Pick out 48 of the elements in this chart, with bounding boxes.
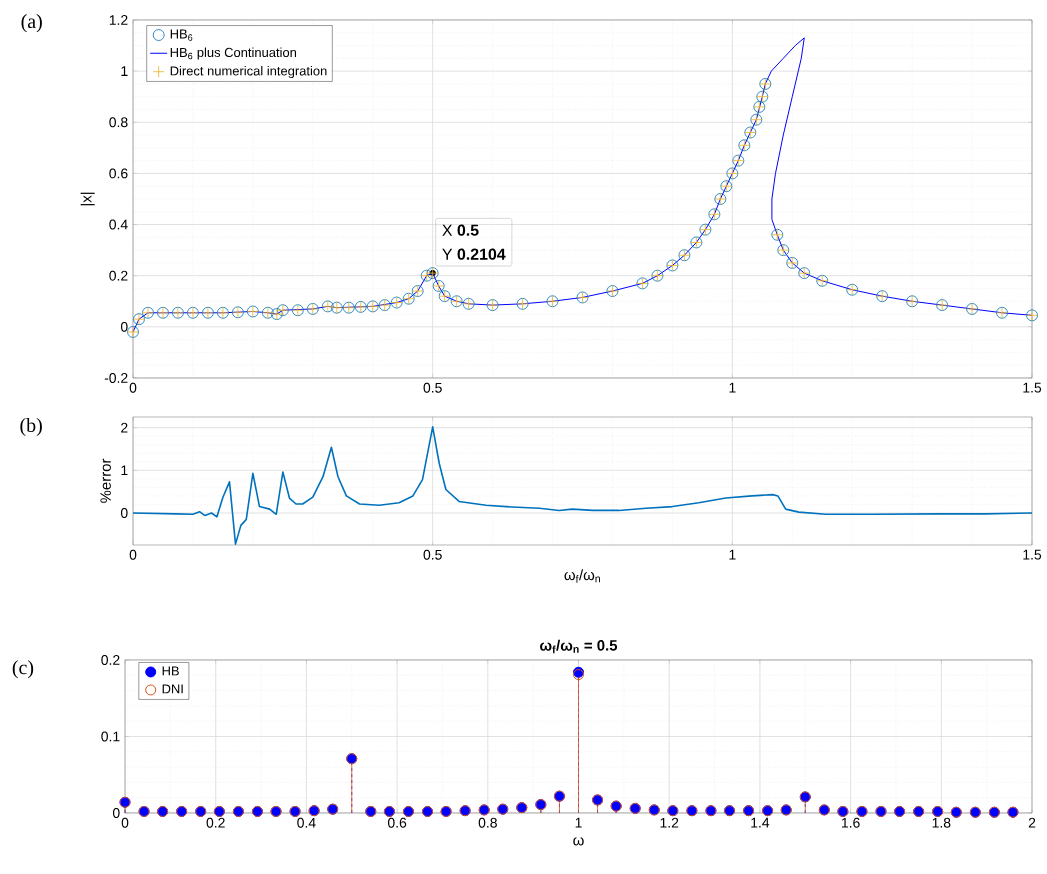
- y-tick-label: 1: [121, 66, 128, 76]
- y-tick-label: 0.1: [101, 731, 120, 742]
- x-tick-label: 1.5: [1023, 382, 1042, 393]
- y-tick-label: 0: [112, 808, 120, 818]
- annotation: Y 0.2104: [442, 248, 506, 260]
- y-tick-label: 0.2: [101, 655, 120, 665]
- x-tick-label: 0: [129, 382, 137, 393]
- x-axis-title: ω$_{f}$/ω$_{n}$: [564, 569, 600, 583]
- x-tick-label: 0.4: [297, 817, 316, 828]
- legend-label: HB$_{6}$ plus Continuation: [170, 47, 297, 60]
- x-tick-label: 0.5: [423, 549, 442, 560]
- x-tick-label: 1.6: [841, 817, 860, 828]
- y-tick-label: 0.8: [109, 117, 128, 128]
- y-axis-title: %error: [100, 458, 111, 503]
- annotation: X 0.5: [442, 224, 479, 236]
- y-tick-label: 0.2: [109, 270, 128, 281]
- x-tick-label: 0: [129, 549, 137, 560]
- x-tick-label: 1: [729, 549, 736, 560]
- y-tick-label: 2: [121, 422, 128, 433]
- text: (a): [21, 14, 42, 33]
- x-tick-label: 1: [729, 382, 736, 393]
- legend-label: DNI: [162, 684, 183, 694]
- y-tick-label: 1.2: [109, 15, 128, 25]
- x-tick-label: 1.2: [660, 817, 679, 828]
- x-tick-label: 2: [1028, 817, 1036, 828]
- y-tick-label: 0.6: [109, 168, 128, 179]
- y-tick-label: 0.4: [109, 219, 128, 230]
- legend-label: HB: [162, 666, 179, 676]
- x-tick-label: 1.5: [1023, 549, 1042, 560]
- x-tick-label: 0.8: [478, 817, 497, 828]
- y-tick-label: -0.2: [104, 373, 128, 383]
- x-axis-title: ω: [573, 837, 584, 846]
- chart-title: ω$_{f}$/ω$_{n}$ = 0.5: [540, 639, 618, 654]
- legend-label: HB$_{6}$: [170, 29, 193, 41]
- legend-label: Direct numerical integration: [170, 65, 327, 79]
- x-tick-label: 1.8: [932, 817, 951, 828]
- x-tick-label: 0.5: [423, 382, 442, 393]
- text: (c): [12, 660, 34, 679]
- text: (b): [20, 417, 42, 437]
- y-tick-label: 0: [120, 321, 128, 332]
- y-axis-title: |x|: [80, 192, 95, 206]
- line-series: [132, 426, 1033, 545]
- y-tick-label: 0: [120, 508, 128, 518]
- y-tick-label: 1: [121, 465, 128, 476]
- x-tick-label: 1: [575, 817, 582, 828]
- x-tick-label: 0.6: [387, 817, 407, 828]
- x-tick-label: 1.4: [751, 817, 770, 828]
- x-tick-label: 0.2: [206, 817, 225, 828]
